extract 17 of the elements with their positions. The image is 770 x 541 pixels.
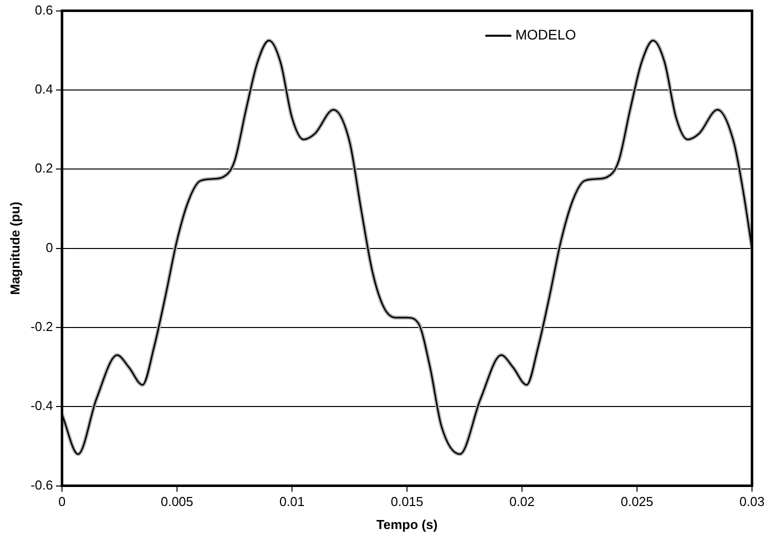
x-tick-label: 0.005	[160, 494, 194, 510]
y-tick-label: -0.2	[30, 319, 53, 334]
x-tick-label: 0	[58, 494, 66, 510]
y-tick-label: 0.4	[34, 82, 53, 97]
y-tick-label: -0.6	[30, 477, 53, 492]
x-tick-label: 0.01	[279, 494, 305, 510]
y-tick-label: -0.4	[30, 398, 53, 414]
x-tick-label: 0.025	[620, 494, 654, 510]
y-tick-label: 0.2	[34, 160, 53, 176]
y-tick-label: 0.6	[34, 2, 53, 18]
x-tick-label: 0.03	[739, 494, 765, 510]
x-tick-label: 0.015	[390, 494, 424, 510]
legend-label: MODELO	[515, 26, 576, 43]
y-tick-label: 0	[46, 240, 53, 255]
x-tick-label: 0.02	[509, 494, 535, 510]
x-axis-title: Tempo (s)	[376, 516, 438, 532]
y-axis-title: Magnitude (pu)	[7, 202, 22, 295]
